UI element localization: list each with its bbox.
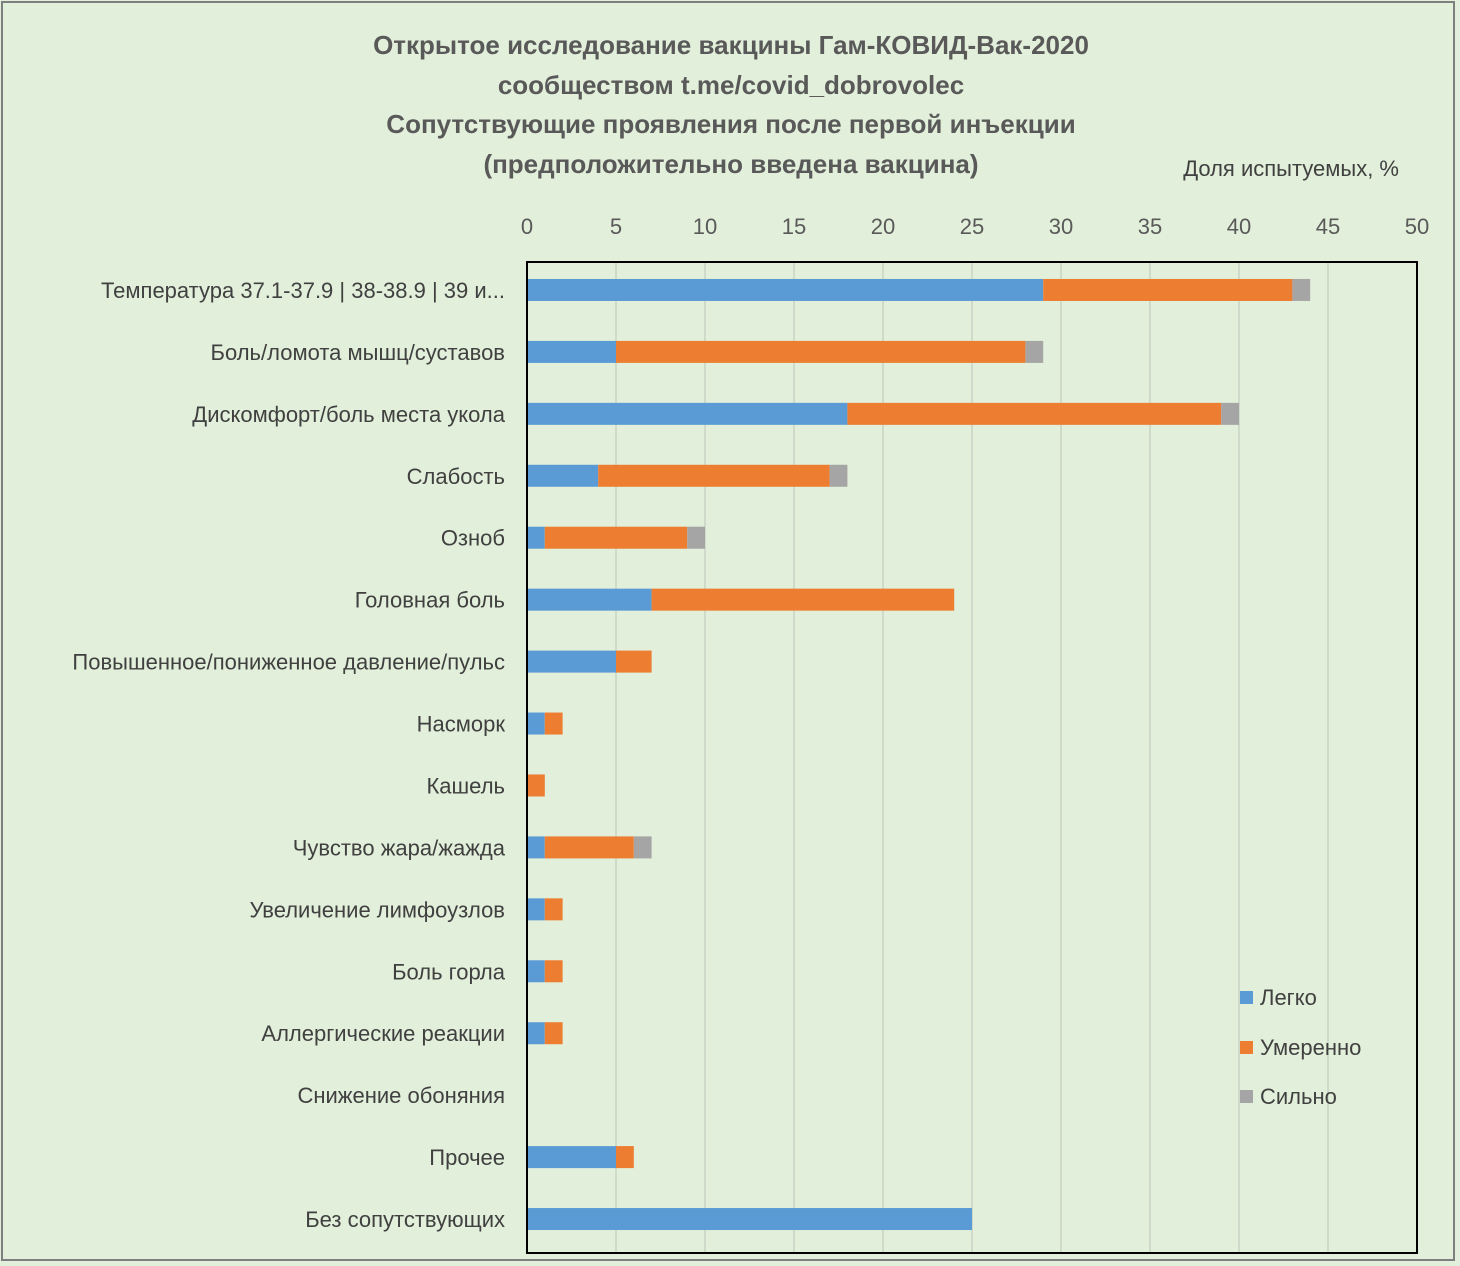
- bar-segment: [1292, 278, 1311, 301]
- chart-title-line: Сопутствующие проявления после первой ин…: [386, 109, 1075, 139]
- legend-label: Сильно: [1260, 1084, 1337, 1109]
- category-label: Чувство жара/жажда: [293, 835, 506, 860]
- legend-swatch: [1240, 991, 1253, 1004]
- bar-segment: [527, 1022, 545, 1045]
- bar-segment: [527, 1208, 972, 1231]
- category-label: Кашель: [426, 773, 505, 798]
- bar-segment: [527, 278, 1044, 301]
- category-label: Слабость: [407, 464, 505, 489]
- legend: Легко Умеренно Сильно: [1240, 985, 1361, 1109]
- bar-segment: [633, 836, 652, 859]
- category-label: Озноб: [441, 526, 505, 551]
- category-label: Прочее: [429, 1145, 505, 1170]
- legend-swatch: [1240, 1041, 1253, 1054]
- gridlines: [615, 262, 1329, 1253]
- bar-segment: [527, 588, 652, 611]
- bar-segment: [829, 464, 848, 487]
- chart-title-line: сообществом t.me/covid_dobrovolec: [498, 70, 964, 100]
- x-tick-label: 30: [1049, 214, 1073, 239]
- bar-segment: [616, 340, 1026, 363]
- x-tick-label: 50: [1405, 214, 1429, 239]
- x-tick-label: 10: [693, 214, 717, 239]
- bar-segment: [527, 402, 848, 425]
- bar-segment: [544, 712, 563, 735]
- x-tick-label: 45: [1316, 214, 1340, 239]
- chart-title: Открытое исследование вакцины Гам-КОВИД-…: [373, 30, 1089, 179]
- bar-segment: [687, 526, 705, 549]
- bar-segment: [651, 588, 955, 611]
- x-tick-label: 40: [1227, 214, 1251, 239]
- bar-segment: [847, 402, 1222, 425]
- x-tick-label: 5: [610, 214, 622, 239]
- x-tick-label: 25: [960, 214, 984, 239]
- bar-segment: [527, 712, 545, 735]
- category-label: Аллергические реакции: [261, 1021, 505, 1046]
- bar-segment: [527, 526, 545, 549]
- bar-segment: [1043, 278, 1293, 301]
- bar-segment: [527, 898, 545, 921]
- bar-segment: [544, 898, 563, 921]
- bar-segment: [544, 1022, 563, 1045]
- bar-segment: [527, 1146, 616, 1169]
- category-label: Боль горла: [392, 959, 506, 984]
- category-label: Температура 37.1-37.9 | 38-38.9 | 39 и..…: [101, 278, 505, 303]
- legend-swatch: [1240, 1090, 1253, 1103]
- bar-segment: [1025, 340, 1044, 363]
- category-label: Без сопутствующих: [305, 1207, 505, 1232]
- x-tick-label: 0: [521, 214, 533, 239]
- category-label: Насморк: [417, 712, 506, 737]
- category-labels: Температура 37.1-37.9 | 38-38.9 | 39 и..…: [72, 278, 505, 1232]
- bar-segment: [1221, 402, 1239, 425]
- legend-label: Легко: [1260, 985, 1317, 1010]
- chart-title-line: (предположительно введена вакцина): [483, 149, 978, 179]
- bar-segment: [544, 836, 634, 859]
- plot-area-border: [526, 261, 1418, 1254]
- x-tick-label: 35: [1138, 214, 1162, 239]
- category-label: Боль/ломота мышц/суставов: [211, 340, 505, 365]
- x-tick-label: 15: [782, 214, 806, 239]
- bar-segment: [544, 960, 563, 983]
- bar-segment: [527, 464, 599, 487]
- legend-label: Умеренно: [1260, 1035, 1361, 1060]
- bar-segment: [527, 774, 545, 797]
- bar-segment: [527, 650, 616, 673]
- bar-segment: [616, 650, 652, 673]
- bar-segment: [527, 340, 616, 363]
- bar-segment: [598, 464, 830, 487]
- chart-title-line: Открытое исследование вакцины Гам-КОВИД-…: [373, 30, 1089, 60]
- bar-segment: [527, 836, 545, 859]
- category-label: Головная боль: [355, 588, 505, 613]
- bar-segment: [616, 1146, 634, 1169]
- bars: [527, 278, 1311, 1231]
- x-axis-title: Доля испытуемых, %: [1183, 156, 1399, 181]
- category-label: Снижение обоняния: [297, 1083, 505, 1108]
- category-label: Увеличение лимфоузлов: [250, 897, 505, 922]
- category-label: Повышенное/пониженное давление/пульс: [72, 650, 505, 675]
- category-label: Дискомфорт/боль места укола: [192, 402, 505, 427]
- bar-segment: [527, 960, 545, 983]
- bar-segment: [544, 526, 688, 549]
- x-tick-label: 20: [871, 214, 895, 239]
- x-tick-labels: 0 5 10 15 20 25 30 35 40 45 50: [521, 214, 1429, 239]
